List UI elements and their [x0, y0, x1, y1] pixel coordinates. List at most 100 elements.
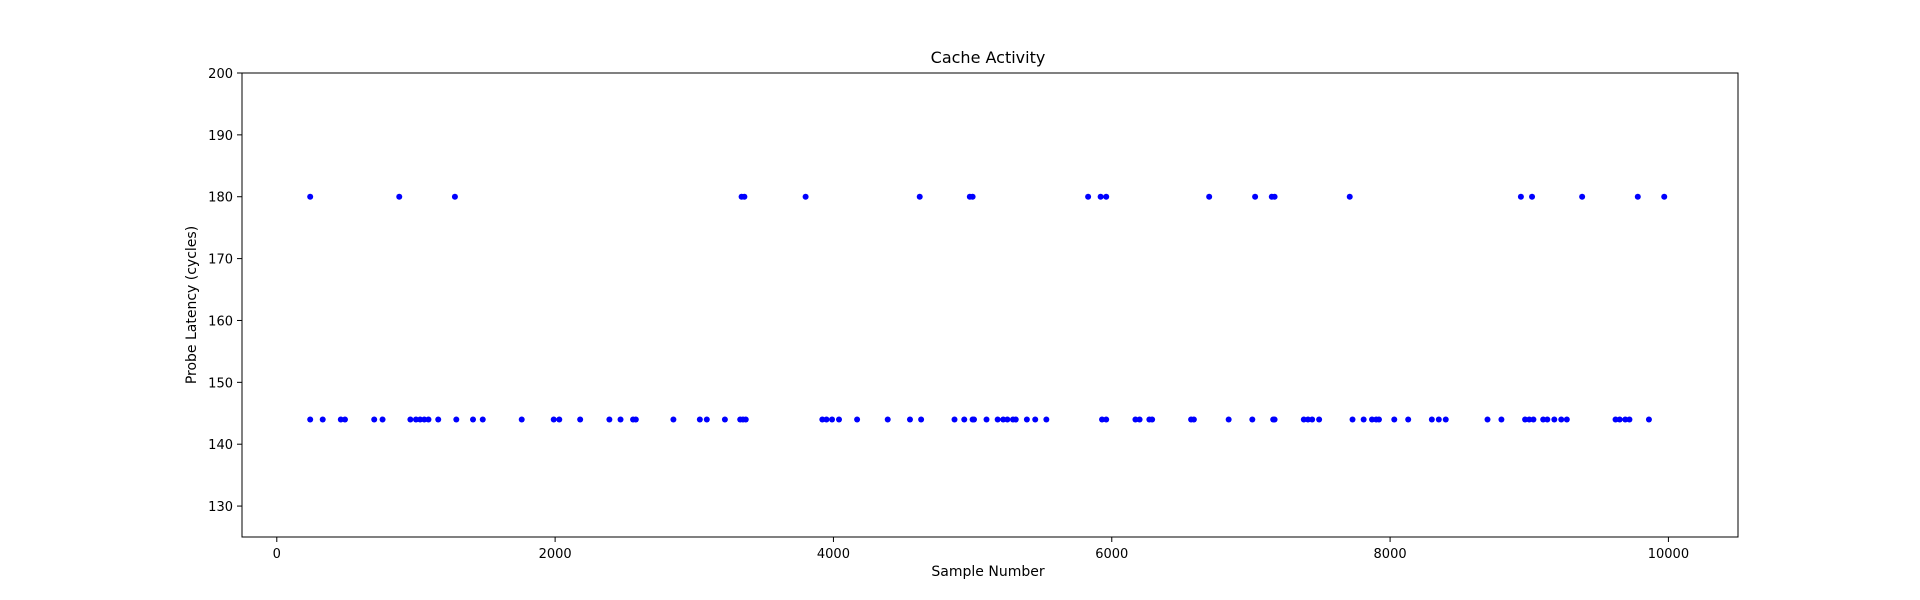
- y-tick-label: 150: [208, 376, 233, 391]
- data-point: [696, 416, 703, 423]
- data-point: [829, 416, 836, 423]
- data-point: [1225, 416, 1232, 423]
- data-point: [379, 416, 386, 423]
- data-point: [823, 416, 830, 423]
- data-point: [670, 416, 677, 423]
- data-point: [742, 416, 749, 423]
- data-point: [884, 416, 891, 423]
- data-point: [951, 416, 958, 423]
- data-point: [1099, 416, 1106, 423]
- data-point: [453, 416, 460, 423]
- data-point: [1645, 416, 1652, 423]
- y-axis: 130 140 150 160 170 180 190 200: [208, 67, 242, 515]
- data-point: [1132, 416, 1139, 423]
- data-point: [1517, 193, 1524, 200]
- data-point: [319, 416, 326, 423]
- data-point: [1012, 416, 1019, 423]
- data-point: [470, 416, 477, 423]
- data-point: [1442, 416, 1449, 423]
- data-point: [1616, 416, 1623, 423]
- data-point: [969, 193, 976, 200]
- data-point: [412, 416, 419, 423]
- y-tick-label: 140: [208, 438, 233, 453]
- data-point: [1206, 193, 1213, 200]
- data-point: [1249, 416, 1256, 423]
- data-point: [994, 416, 1001, 423]
- data-point: [417, 416, 424, 423]
- data-point: [1300, 416, 1307, 423]
- data-point: [425, 416, 432, 423]
- x-tick-label: 10000: [1648, 547, 1689, 562]
- x-tick-label: 2000: [539, 547, 572, 562]
- data-point: [1252, 193, 1259, 200]
- data-point: [1529, 193, 1536, 200]
- data-point: [1304, 416, 1311, 423]
- data-point: [396, 193, 403, 200]
- data-point: [1634, 193, 1641, 200]
- data-point: [1526, 416, 1533, 423]
- data-point: [1032, 416, 1039, 423]
- data-point: [1391, 416, 1398, 423]
- data-point: [1103, 416, 1110, 423]
- data-point: [606, 416, 613, 423]
- data-point: [1551, 416, 1558, 423]
- data-point: [918, 416, 925, 423]
- x-tick-label: 6000: [1095, 547, 1128, 562]
- data-point: [1626, 416, 1633, 423]
- data-point: [307, 193, 314, 200]
- x-axis: 0 2000 4000 6000 8000 10000: [273, 537, 1689, 562]
- data-point: [1271, 416, 1278, 423]
- data-point: [1563, 416, 1570, 423]
- data-point: [854, 416, 861, 423]
- data-point: [836, 416, 843, 423]
- data-point: [1023, 416, 1030, 423]
- data-point: [479, 416, 486, 423]
- data-point: [451, 193, 458, 200]
- data-point: [1622, 416, 1629, 423]
- data-point: [1579, 193, 1586, 200]
- data-point: [1369, 416, 1376, 423]
- data-point: [632, 416, 639, 423]
- y-tick-label: 190: [208, 129, 233, 144]
- data-point: [916, 193, 923, 200]
- data-point: [1004, 416, 1011, 423]
- x-tick-label: 8000: [1374, 547, 1407, 562]
- data-point: [1271, 193, 1278, 200]
- data-point: [703, 416, 710, 423]
- data-point: [1435, 416, 1442, 423]
- data-point: [1316, 416, 1323, 423]
- data-point: [518, 416, 525, 423]
- data-point: [1190, 416, 1197, 423]
- data-point: [341, 416, 348, 423]
- data-point: [1498, 416, 1505, 423]
- y-tick-label: 170: [208, 253, 233, 268]
- chart-title: Cache Activity: [931, 48, 1046, 67]
- data-points: [307, 193, 1668, 423]
- data-point: [556, 416, 563, 423]
- data-point: [307, 416, 314, 423]
- data-point: [1360, 416, 1367, 423]
- data-point: [550, 416, 557, 423]
- data-point: [1484, 416, 1491, 423]
- data-point: [819, 416, 826, 423]
- data-point: [1544, 416, 1551, 423]
- x-axis-label: Sample Number: [931, 564, 1044, 580]
- y-tick-label: 130: [208, 500, 233, 515]
- data-point: [337, 416, 344, 423]
- data-point: [1522, 416, 1529, 423]
- plot-frame: [241, 72, 1739, 538]
- data-point: [1149, 416, 1156, 423]
- x-tick-label: 4000: [817, 547, 850, 562]
- y-tick-label: 180: [208, 191, 233, 206]
- data-point: [1661, 193, 1668, 200]
- data-point: [983, 416, 990, 423]
- data-point: [617, 416, 624, 423]
- data-point: [407, 416, 414, 423]
- data-point: [1530, 416, 1537, 423]
- data-point: [1612, 416, 1619, 423]
- data-point: [1558, 416, 1565, 423]
- data-point: [721, 416, 728, 423]
- data-point: [371, 416, 378, 423]
- data-point: [1000, 416, 1007, 423]
